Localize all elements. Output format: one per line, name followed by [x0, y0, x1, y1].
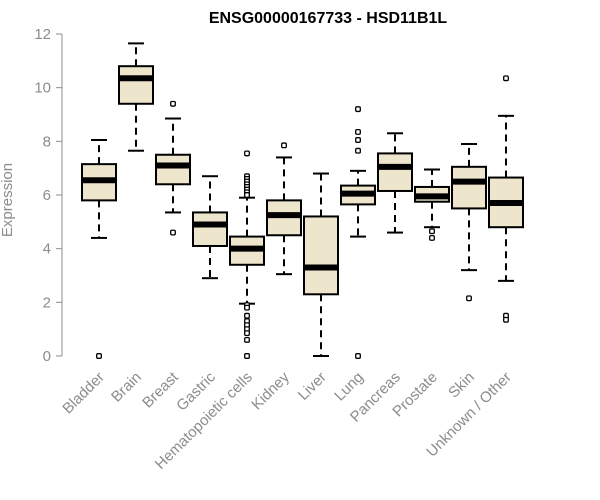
- box-pancreas: [377, 132, 413, 234]
- box-gastric: [192, 175, 228, 280]
- box-unknown-other: [488, 75, 524, 323]
- box-iqr: [303, 215, 339, 296]
- outlier-point: [355, 106, 361, 113]
- outlier-point: [170, 100, 176, 107]
- outlier-point: [355, 128, 361, 135]
- y-tick-label: 12: [34, 26, 51, 43]
- boxes: [81, 42, 524, 359]
- box-bladder: [81, 138, 117, 359]
- outlier-point: [244, 336, 250, 343]
- chart-title: ENSG00000167733 - HSD11B1L: [209, 10, 448, 27]
- outlier-point: [429, 228, 435, 235]
- y-tick-label: 10: [34, 80, 51, 97]
- box-brain: [118, 42, 154, 152]
- box-breast: [155, 100, 191, 236]
- x-tick-label: Liver: [295, 369, 330, 404]
- outlier-point: [355, 353, 361, 359]
- y-tick-label: 6: [43, 187, 51, 204]
- box-prostate: [414, 168, 450, 241]
- x-tick-label: Skin: [445, 369, 478, 402]
- y-tick-label: 8: [43, 133, 51, 150]
- x-tick-label: Bladder: [59, 369, 108, 418]
- box-kidney: [266, 142, 302, 276]
- box-iqr: [192, 211, 228, 247]
- outlier-point: [244, 192, 250, 198]
- box-iqr: [118, 65, 154, 105]
- outlier-point: [355, 137, 361, 143]
- outlier-point: [244, 353, 250, 359]
- box-liver: [303, 172, 339, 357]
- outlier-point: [244, 312, 250, 319]
- outlier-point: [503, 75, 509, 82]
- box-lung: [340, 106, 376, 359]
- outlier-point: [429, 234, 435, 241]
- outlier-point: [170, 229, 176, 236]
- y-tick-label: 2: [43, 294, 51, 311]
- outlier-point: [96, 353, 102, 359]
- y-axis-label: Expression: [0, 163, 16, 237]
- box-iqr: [377, 152, 413, 192]
- y-tick-label: 4: [43, 241, 51, 258]
- y-ticks: 0 2 4 6 8 10 12: [34, 26, 62, 365]
- outlier-point: [244, 150, 250, 157]
- outlier-point: [244, 304, 250, 311]
- outlier-point: [355, 147, 361, 154]
- outlier-point: [244, 330, 250, 337]
- box-hematopoietic-cells: [229, 150, 265, 359]
- outlier-point: [281, 142, 287, 149]
- x-tick-label: Kidney: [248, 368, 293, 413]
- outlier-point: [466, 295, 472, 302]
- box-iqr: [155, 153, 191, 186]
- box-iqr: [451, 165, 487, 210]
- outlier-point: [503, 316, 509, 323]
- box-skin: [451, 143, 487, 302]
- y-tick-label: 0: [43, 348, 51, 365]
